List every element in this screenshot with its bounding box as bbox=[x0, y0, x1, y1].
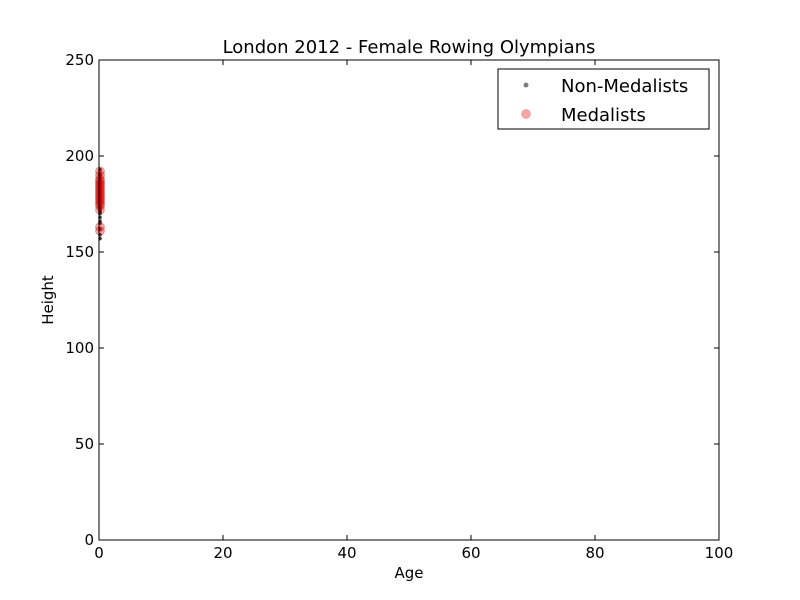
x-tick-label: 100 bbox=[705, 544, 734, 562]
point-medalist bbox=[95, 204, 105, 215]
point-medalist bbox=[95, 181, 105, 192]
legend: Non-Medalists Medalists bbox=[497, 68, 710, 130]
point-medalist bbox=[95, 176, 105, 186]
legend-label-medalists: Medalists bbox=[561, 105, 646, 126]
point-medalist bbox=[95, 191, 105, 202]
y-axis-ticks: 0 50 100 150 200 250 bbox=[65, 51, 719, 549]
point-medalist bbox=[95, 178, 105, 188]
point-medalist bbox=[95, 187, 105, 198]
point-medalist bbox=[95, 180, 105, 190]
point-medalist bbox=[95, 222, 105, 232]
data-points-layer bbox=[95, 166, 105, 241]
point-medalist bbox=[95, 226, 105, 236]
legend-label-non-medalists: Non-Medalists bbox=[561, 76, 688, 97]
legend-marker-non-medalists bbox=[523, 82, 529, 88]
plot-area bbox=[99, 60, 719, 540]
legend-marker-medalists bbox=[521, 109, 531, 119]
y-tick-label: 250 bbox=[65, 51, 94, 69]
y-tick-label: 200 bbox=[65, 147, 94, 165]
legend-box bbox=[497, 68, 710, 130]
point-medalist bbox=[95, 183, 105, 194]
y-tick-label: 150 bbox=[65, 243, 94, 261]
point-medalist bbox=[95, 174, 105, 184]
y-tick-label: 0 bbox=[84, 531, 94, 549]
point-medalist bbox=[95, 201, 105, 211]
point-medalist bbox=[95, 170, 105, 180]
y-tick-label: 100 bbox=[65, 339, 94, 357]
point-medalist bbox=[95, 166, 105, 177]
x-tick-label: 0 bbox=[94, 544, 104, 562]
point-medalist bbox=[95, 199, 105, 209]
x-axis-label: Age bbox=[394, 564, 423, 582]
chart-title: London 2012 - Female Rowing Olympians bbox=[223, 37, 596, 58]
point-medalist bbox=[95, 185, 105, 196]
point-medalist bbox=[95, 195, 105, 205]
point-medalist bbox=[95, 197, 105, 207]
x-axis-ticks: 0 20 40 60 80 100 bbox=[94, 60, 733, 562]
plot-frame bbox=[98, 59, 720, 541]
point-medalist bbox=[95, 193, 105, 204]
point-medalist bbox=[95, 189, 105, 200]
x-tick-label: 20 bbox=[213, 544, 232, 562]
x-tick-label: 80 bbox=[585, 544, 604, 562]
x-tick-label: 60 bbox=[461, 544, 480, 562]
y-tick-label: 50 bbox=[75, 435, 94, 453]
y-axis-label: Height bbox=[39, 275, 57, 325]
x-tick-label: 40 bbox=[337, 544, 356, 562]
